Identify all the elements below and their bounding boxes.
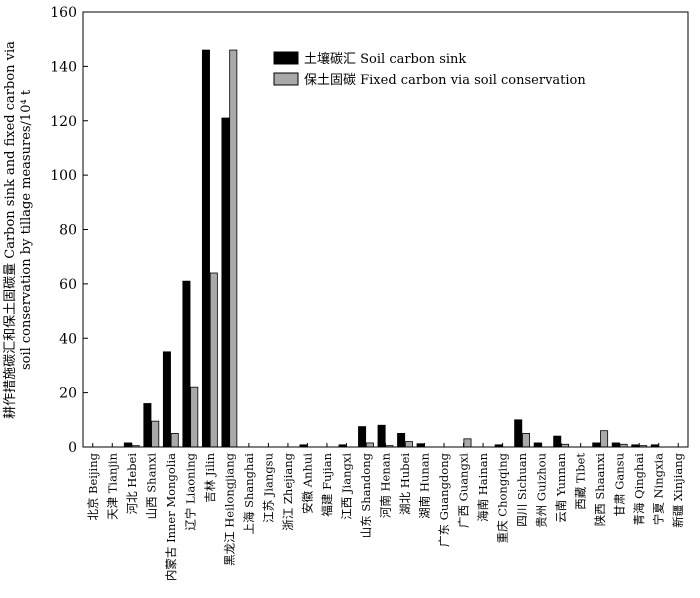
x-tick-label: 贵州 Guizhou xyxy=(535,453,549,528)
legend: 土壤碳汇 Soil carbon sink 保土固碳 Fixed carbon … xyxy=(273,51,586,88)
bar-fixed-carbon-22 xyxy=(522,433,531,448)
bar-fixed-carbon-7 xyxy=(229,49,238,448)
x-tick-label: 河南 Henan xyxy=(379,452,393,518)
bar-fixed-carbon-3 xyxy=(151,420,160,448)
x-tick-label: 湖北 Hubei xyxy=(398,453,412,515)
x-tick-label: 安徽 Anhui xyxy=(300,453,314,514)
bar-fixed-carbon-5 xyxy=(190,386,199,448)
x-tick-label: 四川 Sichuan xyxy=(515,452,529,526)
y-tick-label: 20 xyxy=(59,386,77,402)
x-tick-label: 海南 Hainan xyxy=(476,452,490,521)
y-axis-title-line-2: soil conservation by tillage measures/10… xyxy=(19,89,34,370)
x-tick-label: 广东 Guangdong xyxy=(437,452,451,547)
x-tick-label: 江西 Jiangxi xyxy=(339,453,353,520)
bar-soil-carbon-sink-14 xyxy=(358,426,367,448)
x-tick-label: 吉林 Jilin xyxy=(203,452,217,502)
x-tick-label: 青海 Qinghai xyxy=(632,453,646,526)
legend-label-soil-carbon-sink: 土壤碳汇 Soil carbon sink xyxy=(304,51,466,67)
plot-frame xyxy=(82,11,689,448)
bar-fixed-carbon-19 xyxy=(463,438,472,448)
legend-label-fixed-carbon: 保土固碳 Fixed carbon via soil conservation xyxy=(304,73,586,88)
y-tick-label: 100 xyxy=(50,168,77,184)
bar-fixed-carbon-14 xyxy=(365,442,374,448)
x-tick-label: 内蒙古 Inner Mongolia xyxy=(164,453,178,581)
x-tick-label: 浙江 Zhejiang xyxy=(281,452,295,530)
bar-soil-carbon-sink-23 xyxy=(533,442,542,448)
y-tick-label: 60 xyxy=(59,277,77,293)
x-tick-label: 北京 Beijing xyxy=(86,452,100,520)
y-tick-label: 120 xyxy=(50,114,77,130)
x-tick-label: 福建 Fujian xyxy=(320,452,334,516)
x-tick-label: 陕西 Shaanxi xyxy=(593,453,607,527)
bar-fixed-carbon-6 xyxy=(209,272,218,448)
bar-soil-carbon-sink-15 xyxy=(377,424,386,448)
bar-soil-carbon-sink-27 xyxy=(611,442,620,448)
bar-soil-carbon-sink-5 xyxy=(182,280,191,448)
bar-soil-carbon-sink-7 xyxy=(221,117,230,448)
bar-fixed-carbon-26 xyxy=(600,430,609,448)
x-tick-label: 西藏 Tibet xyxy=(574,453,588,510)
bar-soil-carbon-sink-24 xyxy=(553,435,562,448)
bar-fixed-carbon-16 xyxy=(404,441,413,448)
bar-soil-carbon-sink-3 xyxy=(143,403,152,448)
x-tick-label: 山东 Shandong xyxy=(359,452,373,538)
bar-soil-carbon-sink-6 xyxy=(201,49,210,448)
x-tick-label: 湖南 Hunan xyxy=(418,452,432,518)
y-axis-ticks: 0 20 40 60 80 100 120 140 160 xyxy=(50,5,88,456)
x-axis-ticks: 北京 Beijing 天津 Tianjin 河北 Hebei 山西 Shanxi 内蒙古… xyxy=(86,443,685,581)
bar-soil-carbon-sink-4 xyxy=(162,351,171,448)
bars xyxy=(123,49,659,448)
legend-swatch-soil-carbon-sink xyxy=(273,51,299,65)
y-tick-label: 160 xyxy=(50,5,77,21)
bar-fixed-carbon-4 xyxy=(170,433,179,448)
y-axis-title: 耕作措施碳汇和保土固碳量 Carbon sink and fixed carbo… xyxy=(2,41,34,419)
x-tick-label: 新疆 Xinjiang xyxy=(671,452,685,527)
y-tick-label: 140 xyxy=(50,59,77,75)
y-tick-label: 40 xyxy=(59,331,77,347)
x-tick-label: 上海 Shanghai xyxy=(242,453,256,535)
x-tick-label: 天津 Tianjin xyxy=(105,452,119,520)
x-tick-label: 河北 Hebei xyxy=(125,453,139,515)
bar-soil-carbon-sink-26 xyxy=(592,442,601,448)
bar-soil-carbon-sink-2 xyxy=(123,442,132,448)
x-tick-label: 黑龙江 Heilongjiang xyxy=(222,452,236,566)
x-tick-label: 甘肃 Gansu xyxy=(613,453,627,516)
y-tick-label: 0 xyxy=(68,440,77,456)
x-tick-label: 山西 Shanxi xyxy=(144,453,158,520)
bar-soil-carbon-sink-22 xyxy=(514,419,523,448)
y-tick-label: 80 xyxy=(59,223,77,239)
x-tick-label: 云南 Yunnan xyxy=(554,452,568,522)
x-tick-label: 宁夏 Ningxia xyxy=(652,453,666,525)
x-tick-label: 重庆 Chongqing xyxy=(496,452,510,543)
bar-soil-carbon-sink-16 xyxy=(397,433,406,448)
legend-swatch-fixed-carbon xyxy=(273,72,299,86)
x-tick-label: 广西 Guangxi xyxy=(457,453,471,528)
x-tick-label: 江苏 Jiangsu xyxy=(261,453,275,523)
y-axis-title-line-1: 耕作措施碳汇和保土固碳量 Carbon sink and fixed carbo… xyxy=(2,41,18,419)
x-tick-label: 辽宁 Liaoning xyxy=(183,452,197,530)
